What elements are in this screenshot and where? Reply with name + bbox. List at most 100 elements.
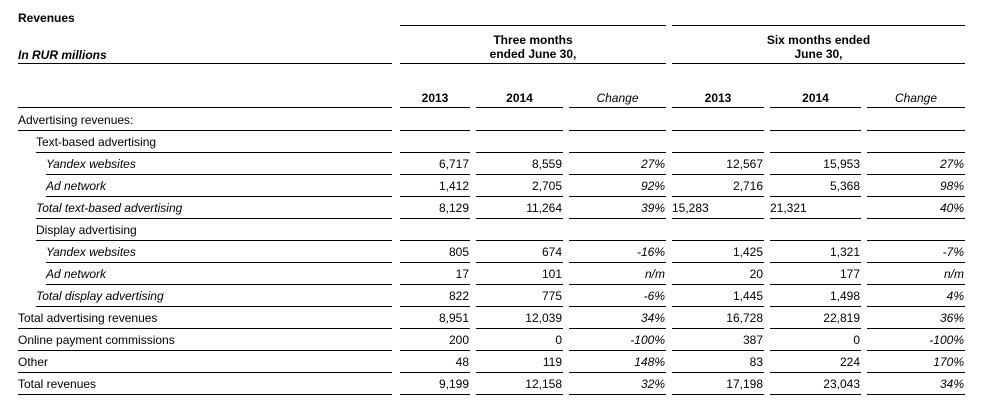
change-cell: -16% bbox=[636, 245, 665, 259]
cell-rule bbox=[400, 350, 470, 351]
column-header: 2013 bbox=[704, 91, 732, 105]
value-cell: 9,199 bbox=[438, 377, 469, 391]
change-cell: 98% bbox=[939, 179, 964, 193]
row-label: Ad network bbox=[46, 179, 107, 193]
cell-rule bbox=[770, 174, 861, 175]
cell-rule bbox=[476, 262, 563, 263]
value-cell: 177 bbox=[839, 267, 860, 281]
cell-rule bbox=[476, 174, 563, 175]
row-rule bbox=[46, 284, 392, 285]
column-header-rule bbox=[400, 107, 470, 108]
cell-rule bbox=[672, 174, 764, 175]
row-label: Total advertising revenues bbox=[18, 311, 158, 325]
cell-rule bbox=[476, 306, 563, 307]
value-cell: 22,819 bbox=[823, 311, 860, 325]
value-cell: 2,705 bbox=[531, 179, 562, 193]
value-cell: 12,158 bbox=[525, 377, 562, 391]
cell-rule bbox=[867, 174, 965, 175]
cell-rule bbox=[672, 372, 764, 373]
change-cell: 4% bbox=[946, 289, 964, 303]
row-rule bbox=[36, 240, 392, 241]
value-cell: 48 bbox=[455, 355, 469, 369]
cell-rule bbox=[672, 262, 764, 263]
cell-rule bbox=[672, 306, 764, 307]
cell-rule bbox=[867, 328, 965, 329]
group-top-rule bbox=[672, 25, 965, 26]
cell-rule bbox=[400, 152, 470, 153]
change-cell: n/m bbox=[644, 267, 665, 281]
cell-rule bbox=[672, 196, 764, 197]
cell-rule bbox=[867, 130, 965, 131]
group-top-rule bbox=[400, 25, 666, 26]
cell-rule bbox=[569, 218, 666, 219]
cell-rule bbox=[672, 218, 764, 219]
cell-rule bbox=[476, 328, 563, 329]
cell-rule bbox=[400, 196, 470, 197]
cell-rule bbox=[672, 394, 764, 395]
value-cell: 387 bbox=[742, 333, 763, 347]
value-cell: 224 bbox=[839, 355, 860, 369]
cell-rule bbox=[770, 130, 861, 131]
value-cell: 23,043 bbox=[823, 377, 860, 391]
units-rule bbox=[18, 63, 392, 64]
column-header: Change bbox=[894, 91, 938, 105]
cell-rule bbox=[476, 350, 563, 351]
column-header-rule bbox=[569, 107, 666, 108]
cell-rule bbox=[672, 240, 764, 241]
cell-rule bbox=[672, 130, 764, 131]
cell-rule bbox=[400, 328, 470, 329]
cell-rule bbox=[770, 218, 861, 219]
cell-rule bbox=[569, 394, 666, 395]
change-cell: 34% bbox=[939, 377, 964, 391]
column-header-rule bbox=[867, 107, 965, 108]
cell-rule bbox=[867, 262, 965, 263]
value-cell: 674 bbox=[541, 245, 562, 259]
group-header-six-months: Six months ended June 30, bbox=[766, 33, 871, 61]
cell-rule bbox=[476, 130, 563, 131]
cell-rule bbox=[400, 284, 470, 285]
value-cell: 15,283 bbox=[672, 201, 709, 215]
cell-rule bbox=[867, 152, 965, 153]
row-rule bbox=[46, 174, 392, 175]
cell-rule bbox=[867, 372, 965, 373]
cell-rule bbox=[400, 218, 470, 219]
cell-rule bbox=[569, 284, 666, 285]
value-cell: 17 bbox=[455, 267, 469, 281]
cell-rule bbox=[400, 372, 470, 373]
value-cell: 15,953 bbox=[823, 157, 860, 171]
change-cell: 40% bbox=[939, 201, 964, 215]
cell-rule bbox=[867, 240, 965, 241]
cell-rule bbox=[400, 306, 470, 307]
cell-rule bbox=[770, 394, 861, 395]
cell-rule bbox=[400, 394, 470, 395]
table-title: Revenues bbox=[18, 11, 75, 25]
change-cell: 27% bbox=[939, 157, 964, 171]
cell-rule bbox=[770, 152, 861, 153]
cell-rule bbox=[569, 350, 666, 351]
cell-rule bbox=[400, 130, 470, 131]
row-rule bbox=[46, 262, 392, 263]
value-cell: 83 bbox=[749, 355, 763, 369]
row-rule bbox=[46, 196, 392, 197]
row-rule bbox=[36, 152, 392, 153]
cell-rule bbox=[476, 152, 563, 153]
cell-rule bbox=[672, 284, 764, 285]
row-label: Total revenues bbox=[18, 377, 97, 391]
cell-rule bbox=[476, 394, 563, 395]
row-label: Total text-based advertising bbox=[36, 201, 183, 215]
change-cell: 148% bbox=[634, 355, 665, 369]
cell-rule bbox=[867, 306, 965, 307]
column-header: Change bbox=[596, 91, 639, 105]
cell-rule bbox=[569, 240, 666, 241]
cell-rule bbox=[476, 284, 563, 285]
change-cell: 39% bbox=[640, 201, 665, 215]
value-cell: 12,567 bbox=[726, 157, 763, 171]
value-cell: 21,321 bbox=[770, 201, 807, 215]
value-cell: 775 bbox=[541, 289, 562, 303]
cell-rule bbox=[569, 152, 666, 153]
change-cell: -100% bbox=[630, 333, 665, 347]
cell-rule bbox=[770, 328, 861, 329]
row-rule bbox=[36, 218, 392, 219]
row-rule bbox=[18, 350, 392, 351]
value-cell: 12,039 bbox=[525, 311, 562, 325]
